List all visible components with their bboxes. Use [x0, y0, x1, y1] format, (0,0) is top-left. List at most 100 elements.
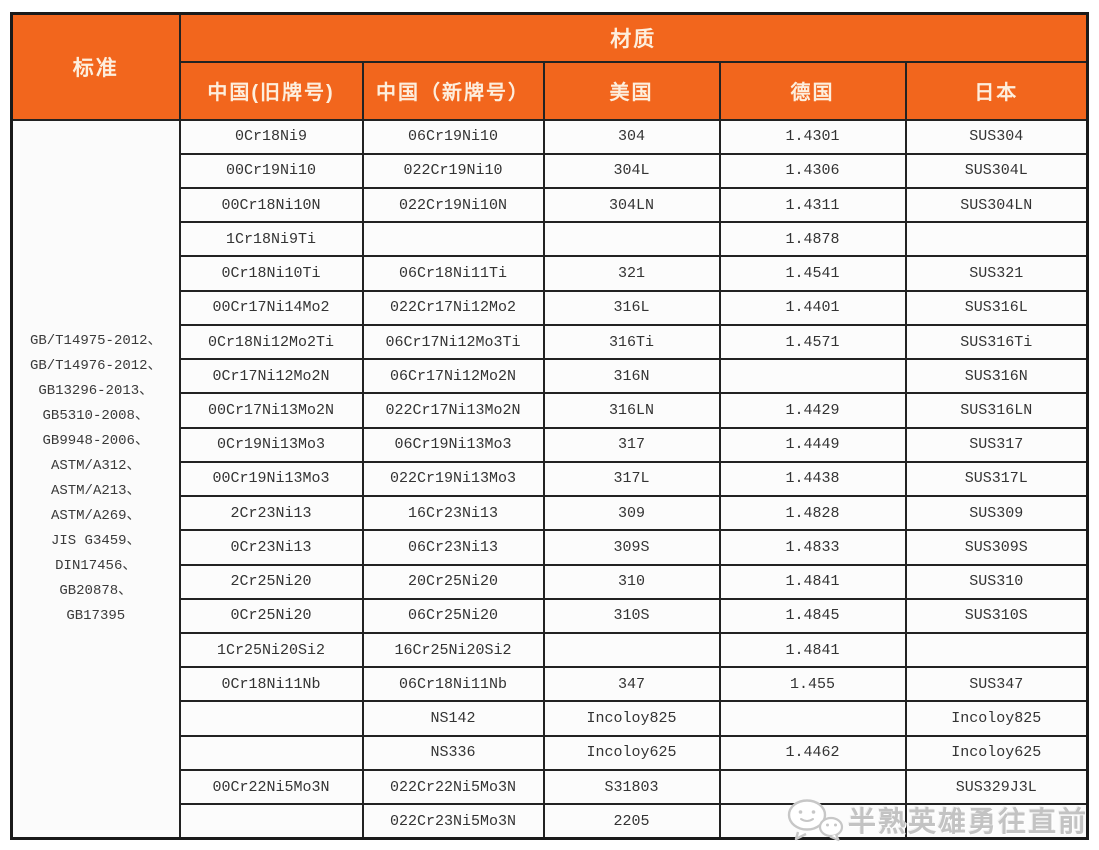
cell-us: 317L — [542, 460, 721, 498]
cell-new: 022Cr17Ni12Mo2 — [361, 289, 545, 326]
cell-us: 316LN — [542, 392, 721, 429]
cell-old: 00Cr17Ni13Mo2N — [178, 392, 364, 429]
header-row-material: 标准 材质 — [10, 12, 1089, 121]
cell-old: 0Cr23Ni13 — [178, 529, 364, 566]
header-row-countries: 中国(旧牌号) 中国（新牌号） 美国 德国 日本 — [12, 60, 1089, 121]
cell-new: 16Cr23Ni13 — [361, 495, 545, 532]
table-row: 00Cr22Ni5Mo3N 022Cr22Ni5Mo3N S31803 SUS329J… — [12, 768, 1089, 806]
cell-us: 309S — [542, 529, 721, 566]
cell-jp: SUS310S — [904, 597, 1089, 635]
cell-de: 1.4841 — [718, 632, 907, 669]
cell-jp: SUS316LN — [904, 392, 1089, 429]
cell-de: 1.4311 — [718, 186, 907, 224]
table-row: NS336 Incoloy625 1.4462 Incoloy625 — [12, 734, 1089, 771]
table-row: NS142 Incoloy825 Incoloy825 — [12, 700, 1089, 737]
table-row: 0Cr17Ni12Mo2N 06Cr17Ni12Mo2N 316N SUS316N — [12, 358, 1089, 395]
cell-jp: SUS309S — [904, 529, 1089, 566]
cell-old: 0Cr18Ni10Ti — [178, 255, 364, 292]
cell-us — [542, 632, 721, 669]
cell-new: 20Cr25Ni20 — [361, 563, 545, 600]
cell-jp: SUS347 — [904, 666, 1089, 703]
table-row: 00Cr19Ni10 022Cr19Ni10 304L 1.4306 SUS304L — [12, 152, 1089, 189]
cell-new: 06Cr18Ni11Ti — [361, 255, 545, 292]
table-row: 0Cr18Ni11Nb 06Cr18Ni11Nb 347 1.455 SUS347 — [12, 666, 1089, 703]
cell-old: 00Cr22Ni5Mo3N — [178, 768, 364, 806]
standard-line: DIN17456、 — [55, 557, 137, 574]
cell-jp: SUS310 — [904, 563, 1089, 600]
column-header: 中国(旧牌号) — [178, 60, 364, 121]
standard-line: GB/T14976-2012、 — [29, 357, 162, 374]
cell-old: 00Cr19Ni13Mo3 — [178, 460, 364, 498]
cell-old — [178, 700, 364, 737]
table-row: 00Cr17Ni14Mo2 022Cr17Ni12Mo2 316L 1.4401 SUS… — [12, 289, 1089, 326]
cell-new: 06Cr18Ni11Nb — [361, 666, 545, 703]
cell-new: 06Cr19Ni10 — [361, 118, 545, 155]
cell-de: 1.4462 — [718, 734, 907, 771]
cell-new: 022Cr22Ni5Mo3N — [361, 768, 545, 806]
cell-jp: SUS304LN — [904, 186, 1089, 224]
cell-us: 304 — [542, 118, 721, 155]
cell-old — [178, 734, 364, 771]
table-row: 022Cr23Ni5Mo3N 2205 — [12, 803, 1089, 840]
cell-old: 0Cr18Ni12Mo2Ti — [178, 323, 364, 361]
cell-de: 1.4429 — [718, 392, 907, 429]
cell-jp — [904, 221, 1089, 258]
cell-jp: SUS329J3L — [904, 768, 1089, 806]
table-row: 0Cr25Ni20 06Cr25Ni20 310S 1.4845 SUS310S — [12, 597, 1089, 635]
standard-line: ASTM/A269、 — [50, 507, 141, 524]
cell-old: 00Cr17Ni14Mo2 — [178, 289, 364, 326]
table-row: 2Cr23Ni13 16Cr23Ni13 309 1.4828 SUS309 — [12, 495, 1089, 532]
cell-jp: SUS316N — [904, 358, 1089, 395]
cell-us: 310S — [542, 597, 721, 635]
cell-de: 1.4878 — [718, 221, 907, 258]
cell-new: NS142 — [361, 700, 545, 737]
standard-line: JIS G3459、 — [50, 532, 141, 549]
standard-line: GB13296-2013、 — [38, 382, 154, 399]
grade-table: 标准 材质 中国(旧牌号) 中国（新牌号） 美国 德国 日本 GB/T14975-201… — [10, 12, 1090, 840]
standard-line: GB/T14975-2012、 — [29, 332, 162, 349]
standard-line: GB5310-2008、 — [42, 407, 149, 424]
table-row: 1Cr25Ni20Si2 16Cr25Ni20Si2 1.4841 — [12, 632, 1089, 669]
cell-us: 321 — [542, 255, 721, 292]
cell-jp: SUS304L — [904, 152, 1089, 189]
cell-us: Incoloy625 — [542, 734, 721, 771]
cell-jp: SUS309 — [904, 495, 1089, 532]
table-row: 00Cr17Ni13Mo2N 022Cr17Ni13Mo2N 316LN 1.4429… — [12, 392, 1089, 429]
cell-old: 1Cr25Ni20Si2 — [178, 632, 364, 669]
cell-jp: SUS316L — [904, 289, 1089, 326]
standard-line: GB9948-2006、 — [42, 432, 149, 449]
standard-line: GB17395 — [66, 607, 126, 624]
cell-old: 0Cr18Ni9 — [178, 118, 364, 155]
cell-new: 022Cr19Ni13Mo3 — [361, 460, 545, 498]
cell-de: 1.455 — [718, 666, 907, 703]
standard-line: ASTM/A213、 — [50, 482, 141, 499]
cell-us: 2205 — [542, 803, 721, 840]
cell-de — [718, 803, 907, 840]
cell-new: 022Cr19Ni10 — [361, 152, 545, 189]
table-row: GB/T14975-2012、 GB/T14976-2012、 GB13296-20… — [10, 118, 1089, 840]
cell-jp: Incoloy825 — [904, 700, 1089, 737]
standard-line: ASTM/A312、 — [50, 457, 141, 474]
column-header: 日本 — [904, 60, 1089, 121]
cell-de: 1.4828 — [718, 495, 907, 532]
cell-new — [361, 221, 545, 258]
table-row: 0Cr23Ni13 06Cr23Ni13 309S 1.4833 SUS309S — [12, 529, 1089, 566]
cell-new: 16Cr25Ni20Si2 — [361, 632, 545, 669]
cell-us: 304L — [542, 152, 721, 189]
table-row: 1Cr18Ni9Ti 1.4878 — [12, 221, 1089, 258]
cell-de: 1.4301 — [718, 118, 907, 155]
cell-de — [718, 700, 907, 737]
cell-old — [178, 803, 364, 840]
cell-new: 022Cr23Ni5Mo3N — [361, 803, 545, 840]
material-header-cell: 材质 — [178, 12, 1089, 63]
cell-jp: Incoloy625 — [904, 734, 1089, 771]
cell-us: 347 — [542, 666, 721, 703]
table-row: 00Cr19Ni13Mo3 022Cr19Ni13Mo3 317L 1.4438 SUS… — [12, 460, 1089, 498]
cell-de: 1.4833 — [718, 529, 907, 566]
cell-us: 316N — [542, 358, 721, 395]
cell-new: 06Cr17Ni12Mo3Ti — [361, 323, 545, 361]
cell-jp: SUS317 — [904, 426, 1089, 463]
cell-old: 2Cr25Ni20 — [178, 563, 364, 600]
cell-de: 1.4841 — [718, 563, 907, 600]
table-row: 0Cr18Ni10Ti 06Cr18Ni11Ti 321 1.4541 SUS321 — [12, 255, 1089, 292]
